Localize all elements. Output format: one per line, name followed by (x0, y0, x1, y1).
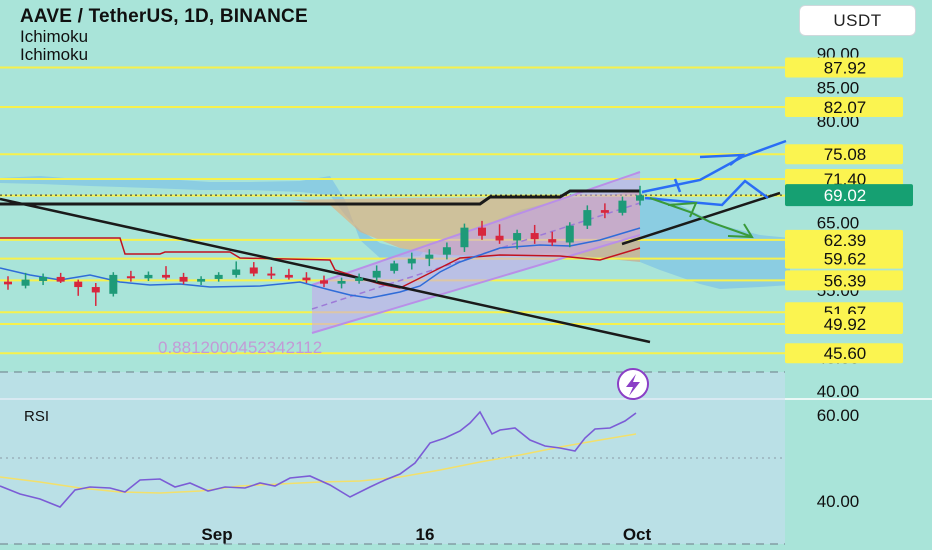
price-level-label: 75.08 (824, 145, 867, 164)
candle-body (390, 263, 399, 271)
price-level-label: 56.39 (824, 271, 867, 290)
x-axis-label: Oct (623, 525, 652, 544)
price-level-badge (785, 314, 903, 335)
candle-body (407, 258, 416, 264)
price-level-badge (785, 229, 903, 250)
candle-body (513, 233, 522, 241)
candle-body (4, 281, 12, 285)
price-level-label: 87.92 (824, 59, 867, 78)
lightning-icon-bolt (626, 374, 640, 396)
lightning-icon (617, 368, 649, 400)
candle-body (197, 278, 206, 282)
projection-arrow-up-head (699, 153, 746, 166)
projection-arrow-up-ext (741, 139, 787, 159)
x-axis-label: Sep (201, 525, 232, 544)
current-price-label: 69.02 (824, 186, 867, 205)
candle-body (425, 254, 434, 259)
candle-body (74, 281, 83, 288)
candle-body (565, 225, 574, 243)
candle-body (56, 276, 65, 282)
candle-body (126, 276, 135, 279)
tenkan-line (0, 227, 641, 299)
price-level-badge (785, 343, 903, 364)
projection-arrow-tick (673, 178, 682, 193)
candle-body (548, 239, 557, 243)
price-level-badge (785, 57, 903, 78)
candle-body (249, 267, 258, 274)
rsi-ma-line (0, 433, 637, 494)
candle-body (583, 210, 592, 226)
candle-body (144, 274, 153, 279)
price-level-badge (785, 144, 903, 165)
candle-body (284, 274, 293, 278)
candle-body (267, 273, 276, 276)
y-axis-tick: 65.00 (817, 213, 860, 232)
candle-body (337, 280, 346, 284)
candle-body (232, 269, 241, 275)
price-level-badge (785, 97, 903, 118)
candle-body (636, 195, 644, 201)
candle-body (460, 227, 469, 248)
candle-body (442, 247, 451, 255)
candle-body (372, 270, 381, 278)
currency-button[interactable]: USDT (799, 5, 916, 36)
rsi-label: RSI (24, 408, 50, 425)
horizontal-resistance-line (0, 189, 640, 206)
candle-body (530, 233, 539, 240)
chart-title: AAVE / TetherUS, 1D, BINANCE (20, 6, 308, 27)
rsi-line (0, 410, 637, 508)
candle-body (179, 276, 188, 282)
projection-arrow-up (641, 155, 743, 194)
candle-body (39, 276, 48, 281)
candle-body (109, 274, 118, 294)
candle-body (162, 274, 170, 278)
projection-arrow-down-head2 (727, 223, 754, 239)
rsi-axis-tick: 40.00 (817, 492, 860, 511)
y-axis-tick: 40.00 (817, 382, 860, 401)
candle-body (320, 280, 328, 284)
indicator-label-2: Ichimoku (20, 45, 89, 64)
descending-trendline (0, 197, 651, 344)
candle-body (91, 287, 100, 293)
y-axis-tick: 85.00 (817, 78, 860, 97)
candle-body (495, 235, 504, 241)
current-price-badge (785, 184, 913, 207)
candle-body (355, 277, 364, 281)
channel-lower-line (311, 234, 641, 334)
price-level-badge (785, 248, 903, 269)
projection-arrow-zigzag (644, 179, 769, 207)
price-level-badge (785, 169, 903, 190)
price-level-label: 49.92 (824, 315, 867, 334)
price-level-label: 59.62 (824, 250, 867, 269)
indicator-label-1: Ichimoku (20, 27, 89, 46)
candle-body (21, 279, 30, 286)
candle-body (618, 200, 627, 213)
candle-body (478, 227, 486, 236)
price-level-label: 62.39 (824, 231, 867, 250)
price-level-label: 82.07 (824, 98, 867, 117)
fib-level-label: 0.8812000452342112 (158, 338, 322, 357)
candle-body (600, 210, 609, 213)
price-level-label: 45.60 (824, 344, 867, 363)
candle-body (214, 274, 223, 279)
rsi-axis-tick: 60.00 (817, 406, 860, 425)
price-level-badge (785, 270, 903, 291)
x-axis-label: 16 (416, 525, 435, 544)
projection-arrow-down-head1 (667, 201, 698, 218)
candle-body (302, 277, 311, 281)
